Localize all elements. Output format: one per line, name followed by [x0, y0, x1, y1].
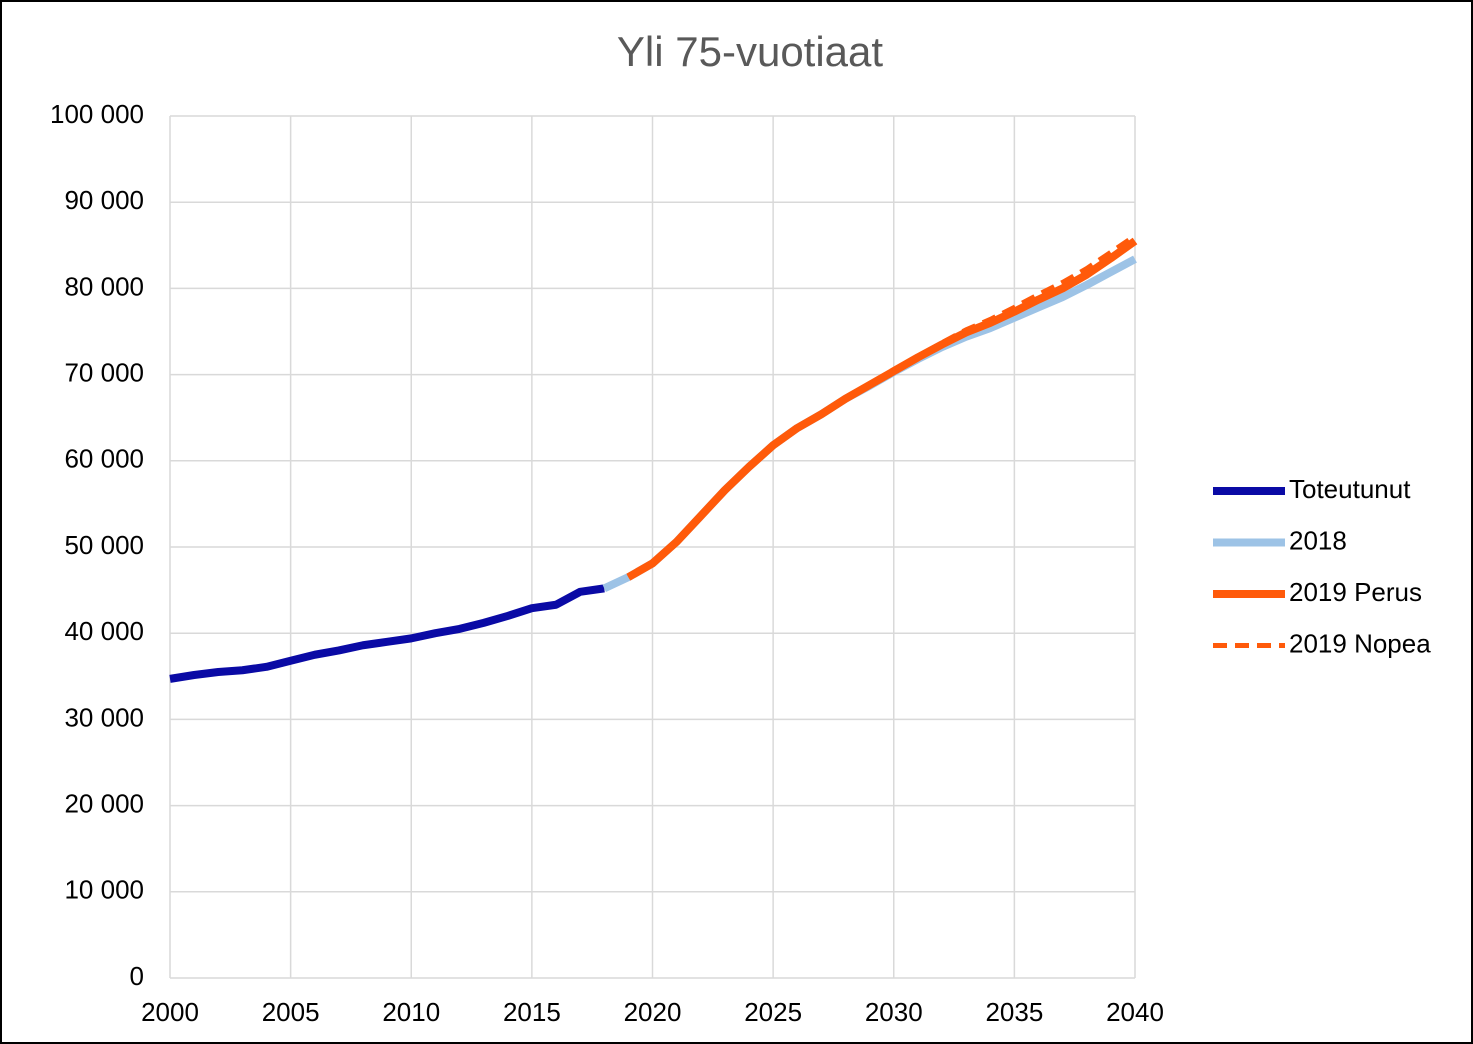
legend-label: 2019 Nopea — [1289, 628, 1431, 658]
legend-label: 2018 — [1289, 525, 1347, 555]
chart-title: Yli 75-vuotiaat — [617, 28, 883, 75]
y-tick-label: 60 000 — [64, 444, 144, 474]
y-tick-label: 70 000 — [64, 357, 144, 387]
x-tick-label: 2040 — [1106, 997, 1164, 1027]
series-line — [169, 584, 605, 683]
x-tick-label: 2000 — [141, 997, 199, 1027]
y-tick-label: 30 000 — [64, 702, 144, 732]
x-tick-label: 2030 — [865, 997, 923, 1027]
x-tick-label: 2005 — [262, 997, 320, 1027]
x-tick-label: 2015 — [503, 997, 561, 1027]
x-tick-label: 2020 — [624, 997, 682, 1027]
y-tick-label: 20 000 — [64, 788, 144, 818]
legend-label: Toteutunut — [1289, 474, 1411, 504]
y-tick-label: 100 000 — [50, 99, 144, 129]
y-tick-label: 80 000 — [64, 271, 144, 301]
y-tick-label: 50 000 — [64, 530, 144, 560]
series-line — [627, 233, 1137, 580]
y-tick-label: 10 000 — [64, 875, 144, 905]
legend-label: 2019 Perus — [1289, 577, 1422, 607]
x-tick-label: 2010 — [382, 997, 440, 1027]
x-tick-label: 2035 — [985, 997, 1043, 1027]
y-tick-label: 90 000 — [64, 185, 144, 215]
y-tick-label: 0 — [130, 961, 144, 991]
y-tick-label: 40 000 — [64, 616, 144, 646]
x-tick-label: 2025 — [744, 997, 802, 1027]
